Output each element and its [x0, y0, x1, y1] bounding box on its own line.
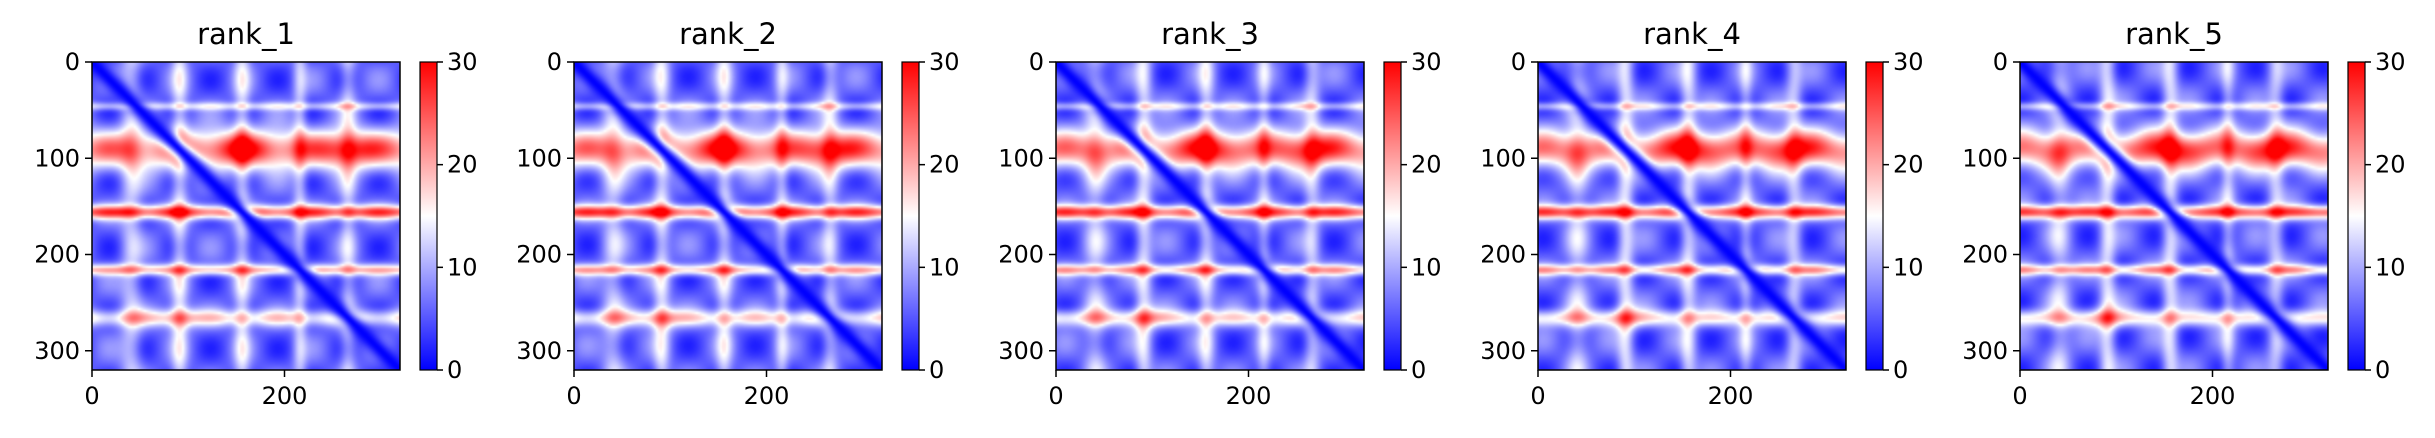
panel-title: rank_2 — [679, 17, 777, 51]
colorbar-tick-label: 20 — [447, 151, 478, 179]
colorbar — [901, 61, 920, 371]
y-tick-label: 100 — [1962, 144, 2008, 172]
y-tick-label: 200 — [516, 241, 562, 269]
colorbar-tick-label: 30 — [1893, 48, 1924, 76]
x-tick-label: 200 — [1708, 382, 1754, 410]
x-tick-label: 0 — [566, 382, 581, 410]
panel-title: rank_1 — [197, 17, 295, 51]
y-tick-label: 0 — [1993, 48, 2008, 76]
axes-frame — [1537, 61, 1847, 371]
heatmap-image — [1056, 62, 1364, 370]
x-tick-label: 200 — [744, 382, 790, 410]
y-tick-label: 300 — [1962, 337, 2008, 365]
colorbar-tick-label: 0 — [1411, 356, 1426, 384]
x-tick-label: 200 — [2190, 382, 2236, 410]
colorbar-tick-label: 10 — [1893, 253, 1924, 281]
x-tick-label: 0 — [84, 382, 99, 410]
x-tick-label: 200 — [262, 382, 308, 410]
colorbar-tick-label: 20 — [1411, 151, 1442, 179]
colorbar-tick-label: 10 — [1411, 253, 1442, 281]
axes-frame — [1055, 61, 1365, 371]
colorbar — [1383, 61, 1402, 371]
y-tick-label: 100 — [34, 144, 80, 172]
x-tick-label: 0 — [1048, 382, 1063, 410]
colorbar-tick-label: 0 — [1893, 356, 1908, 384]
x-tick-label: 0 — [1530, 382, 1545, 410]
y-tick-label: 200 — [1962, 241, 2008, 269]
heatmap-image — [574, 62, 882, 370]
axes-frame — [91, 61, 401, 371]
y-tick-label: 100 — [998, 144, 1044, 172]
y-tick-label: 200 — [1480, 241, 1526, 269]
axes-frame — [573, 61, 883, 371]
y-tick-label: 200 — [34, 241, 80, 269]
y-tick-label: 200 — [998, 241, 1044, 269]
x-tick-label: 200 — [1226, 382, 1272, 410]
colorbar-tick-label: 30 — [2375, 48, 2406, 76]
x-tick-label: 0 — [2012, 382, 2027, 410]
colorbar-tick-label: 20 — [2375, 151, 2406, 179]
colorbar-tick-label: 0 — [2375, 356, 2390, 384]
colorbar — [1865, 61, 1884, 371]
colorbar — [2347, 61, 2366, 371]
colorbar-tick-label: 10 — [447, 253, 478, 281]
colorbar-tick-label: 20 — [1893, 151, 1924, 179]
panel-title: rank_3 — [1161, 17, 1259, 51]
axes-frame — [2019, 61, 2329, 371]
colorbar-tick-label: 20 — [929, 151, 960, 179]
y-tick-label: 100 — [1480, 144, 1526, 172]
heatmap-image — [2020, 62, 2328, 370]
y-tick-label: 300 — [998, 337, 1044, 365]
y-tick-label: 0 — [1511, 48, 1526, 76]
y-tick-label: 300 — [1480, 337, 1526, 365]
colorbar-tick-label: 30 — [929, 48, 960, 76]
colorbar-tick-label: 10 — [2375, 253, 2406, 281]
y-tick-label: 0 — [65, 48, 80, 76]
heatmap-image — [1538, 62, 1846, 370]
y-tick-label: 300 — [34, 337, 80, 365]
y-tick-label: 0 — [1029, 48, 1044, 76]
heatmap-image — [92, 62, 400, 370]
y-tick-label: 100 — [516, 144, 562, 172]
colorbar-tick-label: 30 — [447, 48, 478, 76]
colorbar — [419, 61, 438, 371]
y-tick-label: 300 — [516, 337, 562, 365]
colorbar-tick-label: 0 — [929, 356, 944, 384]
colorbar-tick-label: 10 — [929, 253, 960, 281]
panel-title: rank_5 — [2125, 17, 2223, 51]
colorbar-tick-label: 30 — [1411, 48, 1442, 76]
y-tick-label: 0 — [547, 48, 562, 76]
panel-title: rank_4 — [1643, 17, 1741, 51]
colorbar-tick-label: 0 — [447, 356, 462, 384]
